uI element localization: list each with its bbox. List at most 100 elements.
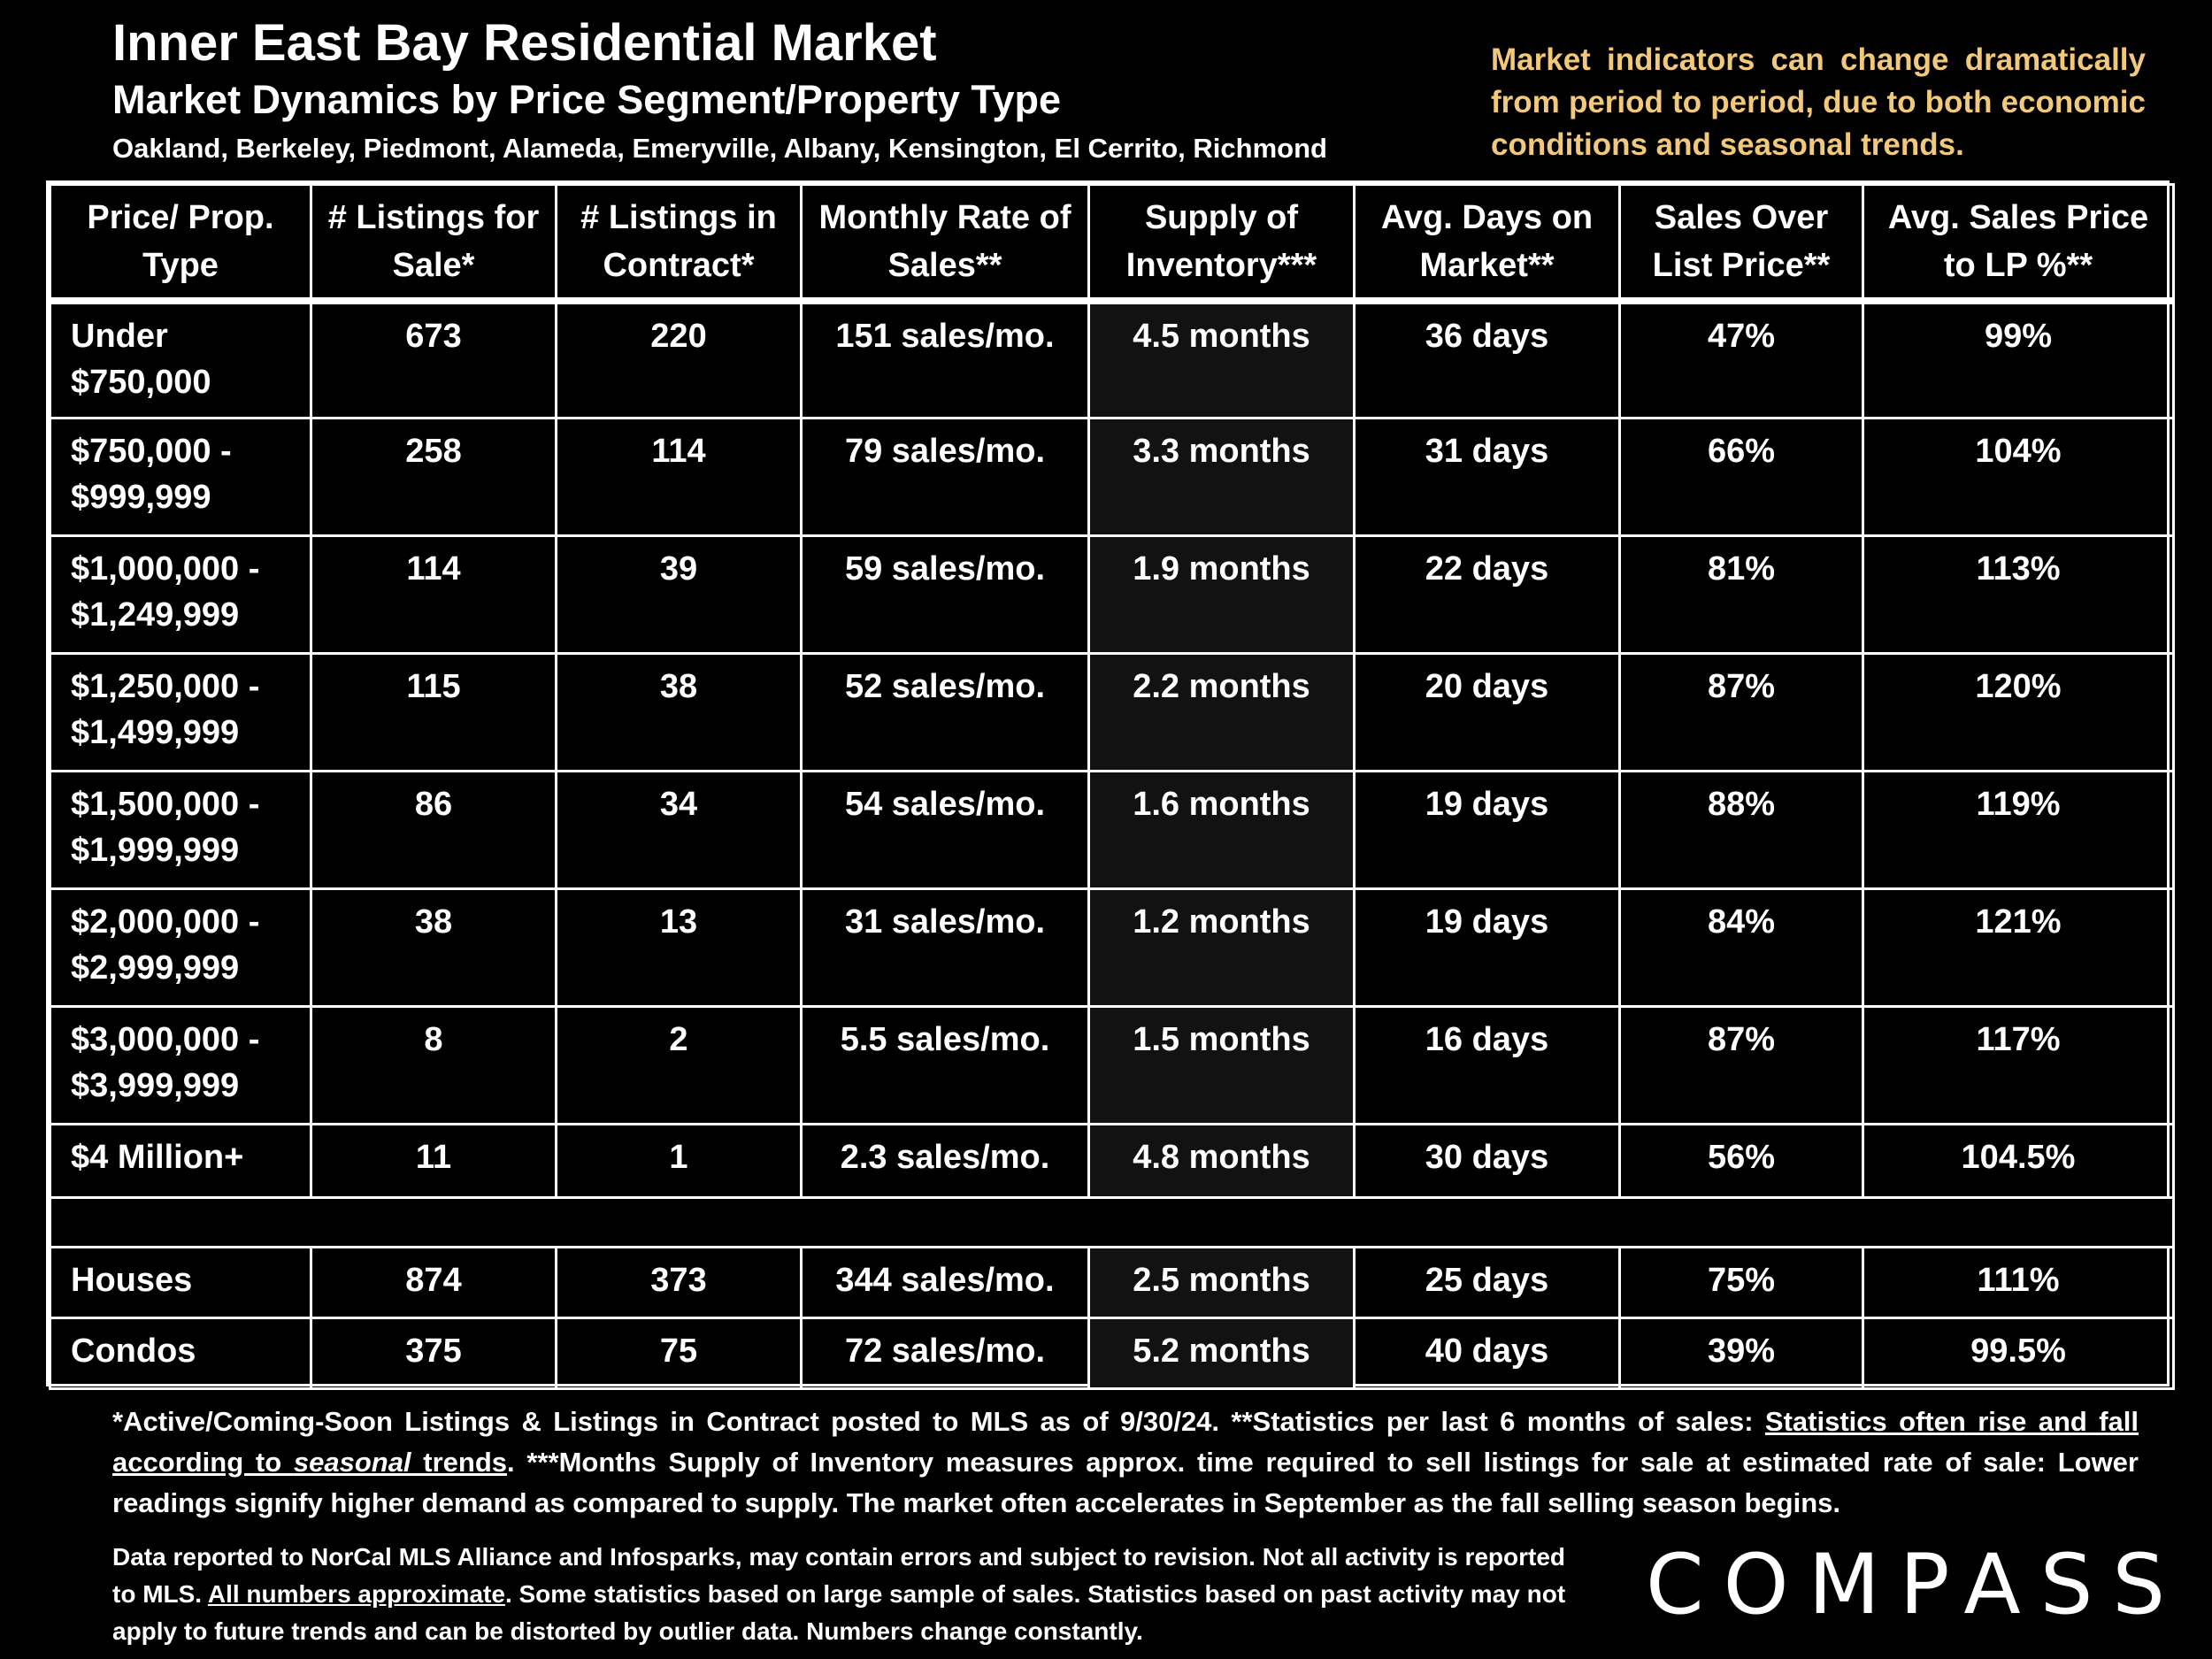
table-cell: 56% bbox=[1618, 1123, 1864, 1199]
column-header: Sales Over List Price** bbox=[1618, 183, 1864, 304]
table-cell: 104% bbox=[1862, 417, 2175, 537]
column-header: Avg. Sales Price to LP %** bbox=[1862, 183, 2175, 304]
table-cell: 36 days bbox=[1353, 299, 1621, 419]
row-label-cell: $4 Million+ bbox=[49, 1123, 312, 1199]
header: Inner East Bay Residential Market Market… bbox=[112, 12, 1327, 166]
table-cell: 86 bbox=[310, 770, 557, 890]
table-cell: 2.3 sales/mo. bbox=[800, 1123, 1090, 1199]
table-row: $4 Million+ 11 1 2.3 sales/mo. 4.8 months 30 … bbox=[49, 1123, 2175, 1199]
table-cell: 87% bbox=[1618, 1005, 1864, 1125]
table-cell: 38 bbox=[555, 652, 803, 772]
table-cell: 81% bbox=[1618, 534, 1864, 655]
table-row: $1,250,000 - $1,499,999 115 38 52 sales/mo.… bbox=[49, 652, 2175, 772]
column-header: # Listings for Sale* bbox=[310, 183, 557, 304]
table-cell: 99% bbox=[1862, 299, 2175, 419]
table-cell: 344 sales/mo. bbox=[800, 1246, 1090, 1319]
table-row: Under $750,000 673 220 151 sales/mo. 4.5 mon… bbox=[49, 299, 2175, 419]
table-cell: 31 days bbox=[1353, 417, 1621, 537]
table-cell: 5.5 sales/mo. bbox=[800, 1005, 1090, 1125]
table-cell: 1.5 months bbox=[1087, 1005, 1356, 1125]
row-label-cell: $3,000,000 - $3,999,999 bbox=[49, 1005, 312, 1125]
page-title: Inner East Bay Residential Market bbox=[112, 14, 937, 72]
table-cell: 1.2 months bbox=[1087, 887, 1356, 1008]
column-header: Avg. Days on Market** bbox=[1353, 183, 1621, 304]
table-cell: 54 sales/mo. bbox=[800, 770, 1090, 890]
table-cell: 151 sales/mo. bbox=[800, 299, 1090, 419]
data-source-text-end: . Some statistics based on large sample … bbox=[112, 1580, 1566, 1645]
table-cell: 3.3 months bbox=[1087, 417, 1356, 537]
row-label-cell: $2,000,000 - $2,999,999 bbox=[49, 887, 312, 1008]
table-cell: 39% bbox=[1618, 1317, 1864, 1390]
table-cell: 11 bbox=[310, 1123, 557, 1199]
table-cell: 34 bbox=[555, 770, 803, 890]
table-cell: 375 bbox=[310, 1317, 557, 1390]
table-cell: 38 bbox=[310, 887, 557, 1008]
data-source-underlined: All numbers approximate bbox=[207, 1580, 505, 1608]
footnote-text-end: . ***Months Supply of Inventory measures… bbox=[112, 1447, 2139, 1518]
table-cell: 220 bbox=[555, 299, 803, 419]
table-cell: 1 bbox=[555, 1123, 803, 1199]
table-cell: 121% bbox=[1862, 887, 2175, 1008]
table-cell: 39 bbox=[555, 534, 803, 655]
table-cell: 114 bbox=[555, 417, 803, 537]
table-cell: 5.2 months bbox=[1087, 1317, 1356, 1390]
table-cell: 72 sales/mo. bbox=[800, 1317, 1090, 1390]
row-label-cell: Houses bbox=[49, 1246, 312, 1319]
table-cell: 113% bbox=[1862, 534, 2175, 655]
table-cell: 84% bbox=[1618, 887, 1864, 1008]
table-cell: 2 bbox=[555, 1005, 803, 1125]
row-label-cell: $1,000,000 - $1,249,999 bbox=[49, 534, 312, 655]
compass-logo: COMPASS bbox=[1646, 1537, 2185, 1633]
footnote-underlined: Statistics often rise and fall according… bbox=[112, 1406, 2139, 1478]
row-label-cell: $750,000 - $999,999 bbox=[49, 417, 312, 537]
table-spacer-row bbox=[49, 1196, 2175, 1248]
table-row: $2,000,000 - $2,999,999 38 13 31 sales/mo. 1… bbox=[49, 887, 2175, 1008]
table-row: $1,000,000 - $1,249,999 114 39 59 sales/mo.… bbox=[49, 534, 2175, 655]
table-row: $3,000,000 - $3,999,999 8 2 5.5 sales/mo. 1.… bbox=[49, 1005, 2175, 1125]
table-cell: 104.5% bbox=[1862, 1123, 2175, 1199]
table-cell: 99.5% bbox=[1862, 1317, 2175, 1390]
table-cell: 114 bbox=[310, 534, 557, 655]
table-cell: 20 days bbox=[1353, 652, 1621, 772]
column-header: Price/ Prop. Type bbox=[49, 183, 312, 304]
table-cell: 87% bbox=[1618, 652, 1864, 772]
table-cell: 1.9 months bbox=[1087, 534, 1356, 655]
table-cell: 4.5 months bbox=[1087, 299, 1356, 419]
column-header: Monthly Rate of Sales** bbox=[800, 183, 1090, 304]
table-cell: 19 days bbox=[1353, 770, 1621, 890]
table-cell: 31 sales/mo. bbox=[800, 887, 1090, 1008]
table-cell: 111% bbox=[1862, 1246, 2175, 1319]
table-row: $1,500,000 - $1,999,999 86 34 54 sales/mo. 1… bbox=[49, 770, 2175, 890]
column-header: # Listings in Contract* bbox=[555, 183, 803, 304]
row-label-cell: Condos bbox=[49, 1317, 312, 1390]
table-cell: 75% bbox=[1618, 1246, 1864, 1319]
market-table: Price/ Prop. Type # Listings for Sale* #… bbox=[49, 183, 2175, 1390]
table-row: Condos 375 75 72 sales/mo. 5.2 months 40 days… bbox=[49, 1317, 2175, 1390]
table-cell: 40 days bbox=[1353, 1317, 1621, 1390]
spacer-cell bbox=[49, 1196, 2175, 1248]
table-cell: 30 days bbox=[1353, 1123, 1621, 1199]
table-cell: 120% bbox=[1862, 652, 2175, 772]
table-cell: 4.8 months bbox=[1087, 1123, 1356, 1199]
table-cell: 373 bbox=[555, 1246, 803, 1319]
table-cell: 75 bbox=[555, 1317, 803, 1390]
table-row: $750,000 - $999,999 258 114 79 sales/mo. 3.3… bbox=[49, 417, 2175, 537]
table-row: Houses 874 373 344 sales/mo. 2.5 months 25 da… bbox=[49, 1246, 2175, 1319]
table-cell: 19 days bbox=[1353, 887, 1621, 1008]
table-header-row: Price/ Prop. Type # Listings for Sale* #… bbox=[49, 183, 2175, 304]
market-table-container: Price/ Prop. Type # Listings for Sale* #… bbox=[46, 180, 2175, 1390]
table-cell: 22 days bbox=[1353, 534, 1621, 655]
table-cell: 874 bbox=[310, 1246, 557, 1319]
row-label-cell: $1,250,000 - $1,499,999 bbox=[49, 652, 312, 772]
column-header: Supply of Inventory*** bbox=[1087, 183, 1356, 304]
row-label-cell: $1,500,000 - $1,999,999 bbox=[49, 770, 312, 890]
page-subtitle: Market Dynamics by Price Segment/Propert… bbox=[112, 77, 1062, 122]
row-label-cell: Under $750,000 bbox=[49, 299, 312, 419]
footnote-underlined-text: Statistics often rise and fall according… bbox=[112, 1406, 2139, 1478]
table-cell: 25 days bbox=[1353, 1246, 1621, 1319]
table-cell: 8 bbox=[310, 1005, 557, 1125]
footnote: *Active/Coming-Soon Listings & Listings … bbox=[112, 1402, 2139, 1524]
table-cell: 52 sales/mo. bbox=[800, 652, 1090, 772]
table-cell: 2.5 months bbox=[1087, 1246, 1356, 1319]
table-cell: 88% bbox=[1618, 770, 1864, 890]
